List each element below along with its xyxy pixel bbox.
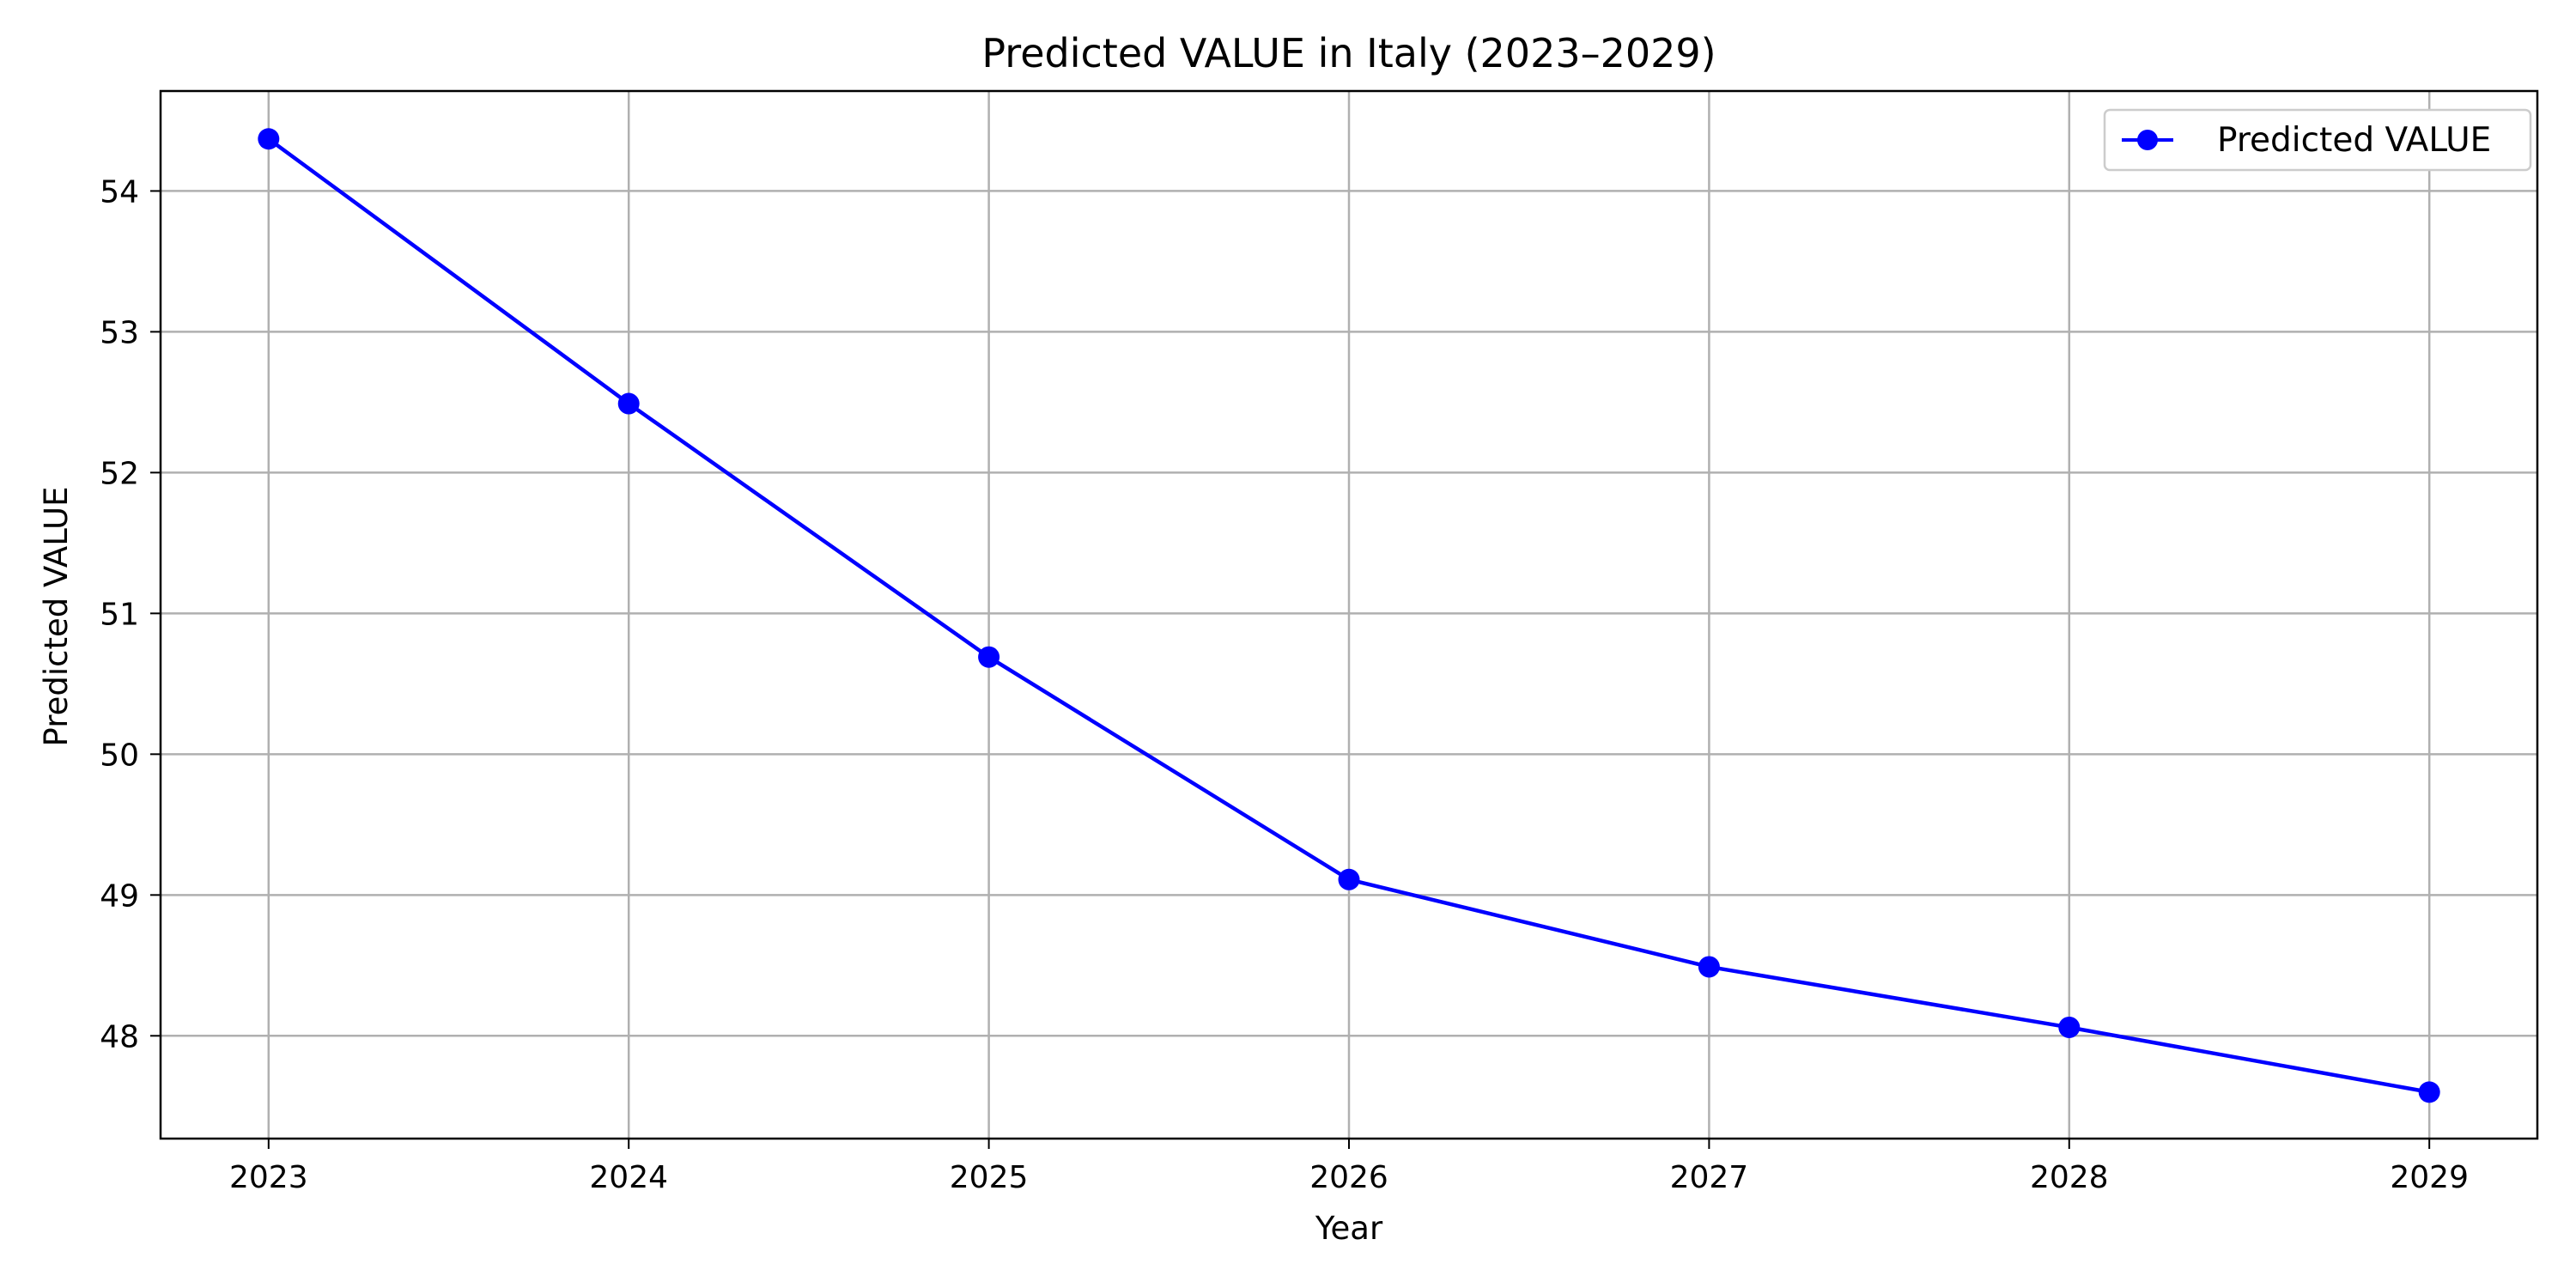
legend: Predicted VALUE (2103, 108, 2532, 172)
y-tick-label: 49 (100, 878, 139, 914)
y-axis-label: Predicted VALUE (38, 487, 75, 747)
data-point (1698, 956, 1720, 978)
legend-marker-swatch (2137, 130, 2158, 150)
data-point (2058, 1016, 2081, 1038)
x-axis-ticks: 2023 2024 2025 2026 2027 2028 2029 (229, 1139, 2469, 1195)
x-tick-label: 2026 (1309, 1160, 1388, 1195)
x-tick-label: 2023 (229, 1160, 308, 1195)
y-tick-label: 54 (100, 174, 139, 210)
data-point (617, 392, 640, 415)
y-axis-ticks: 48 49 50 51 52 53 54 (100, 174, 161, 1054)
plot-series (258, 128, 2440, 1103)
data-point (2418, 1081, 2440, 1103)
x-axis-label: Year (1315, 1210, 1383, 1247)
y-tick-label: 52 (100, 456, 139, 491)
legend-label: Predicted VALUE (2217, 121, 2491, 160)
y-tick-label: 48 (100, 1019, 139, 1054)
y-tick-label: 50 (100, 738, 139, 773)
y-tick-label: 53 (100, 315, 139, 350)
x-tick-label: 2029 (2390, 1160, 2469, 1195)
legend-box (2103, 108, 2532, 172)
x-tick-label: 2025 (950, 1160, 1029, 1195)
x-gridlines (267, 91, 2431, 1139)
chart-title: Predicted VALUE in Italy (2023–2029) (981, 30, 1716, 76)
y-tick-label: 51 (100, 597, 139, 632)
y-gridlines (161, 190, 2537, 1037)
data-point (978, 646, 1000, 668)
data-point (1338, 868, 1360, 890)
x-tick-label: 2028 (2030, 1160, 2109, 1195)
x-tick-label: 2024 (589, 1160, 668, 1195)
data-point (258, 128, 280, 150)
x-tick-label: 2027 (1670, 1160, 1749, 1195)
